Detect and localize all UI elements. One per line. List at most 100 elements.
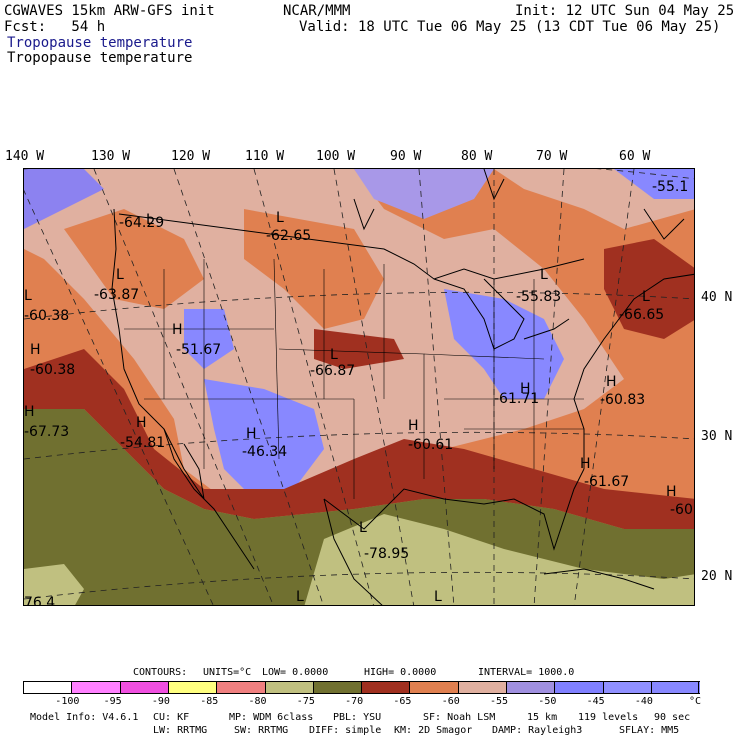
- lon-label: 100 W: [316, 149, 356, 164]
- extremum-value: -54.81: [120, 435, 165, 451]
- lon-label: 130 W: [91, 149, 131, 164]
- colorbar-swatch: [554, 681, 604, 694]
- lon-label: 80 W: [461, 149, 493, 164]
- colorbar-tick-label: -40: [634, 696, 653, 707]
- extremum-marker: L: [116, 267, 124, 283]
- footer-cu: CU: KF: [153, 712, 190, 723]
- colorbar-swatch: [119, 681, 169, 694]
- field-title-primary: Tropopause temperature: [7, 35, 193, 51]
- footer-sw: SW: RRTMG: [234, 725, 289, 736]
- colorbar-swatch: [71, 681, 121, 694]
- extremum-value: -67.73: [24, 424, 69, 440]
- colorbar-swatch: [23, 681, 72, 694]
- lon-label: 90 W: [390, 149, 422, 164]
- colorbar-tick-label: -85: [200, 696, 219, 707]
- field-band-orange: [244, 209, 384, 329]
- extremum-marker: L: [276, 210, 284, 226]
- colorbar-tick-label: -70: [345, 696, 364, 707]
- footer-levels: 119 levels: [578, 712, 639, 723]
- colorbar-swatch: [650, 681, 700, 694]
- footer-mp: MP: WDM 6class: [229, 712, 314, 723]
- footer-km: KM: 2D Smagor: [394, 725, 473, 736]
- extremum-value: -62.65: [266, 228, 311, 244]
- extremum-marker: H: [136, 415, 147, 431]
- lat-label: 40 N: [701, 290, 733, 305]
- footer-model-info: Model Info: V4.6.1: [30, 712, 139, 723]
- field-band-lightolive: [24, 564, 84, 605]
- colorbar-swatch: [216, 681, 266, 694]
- lat-label: 20 N: [701, 569, 733, 584]
- forecast-hour: Fcst: 54 h: [4, 19, 106, 35]
- field-band-blue: [204, 379, 324, 499]
- colorbar-swatch: [506, 681, 555, 694]
- extremum-value: -61.67: [584, 474, 629, 490]
- extremum-value: -60.61: [408, 437, 453, 453]
- field-title-secondary: Tropopause temperature: [7, 50, 193, 66]
- footer-diff: DIFF: simple: [309, 725, 382, 736]
- valid-time: Valid: 18 UTC Tue 06 May 25 (13 CDT Tue …: [299, 19, 721, 35]
- init-time: Init: 12 UTC Sun 04 May 25: [515, 3, 735, 19]
- extremum-marker: L: [146, 212, 154, 228]
- extremum-marker: L: [24, 288, 32, 304]
- extremum-marker: L: [434, 589, 442, 605]
- extremum-value: -51.67: [176, 342, 221, 358]
- extremum-marker: H: [30, 342, 41, 358]
- interval-label: INTERVAL= 1000.0: [478, 667, 575, 678]
- extremum-value: 76.4: [24, 595, 55, 606]
- field-band-blue: [354, 169, 494, 219]
- footer-pbl: PBL: YSU: [333, 712, 382, 723]
- extremum-marker: H: [580, 456, 591, 472]
- tropopause-temperature-map: L -64.29 L -62.65 L -63.87 L -60.38 H -51.67 H -60.…: [23, 168, 695, 606]
- low-label: LOW= 0.0000: [262, 667, 329, 678]
- extremum-marker: H: [520, 381, 531, 397]
- extremum-marker: H: [172, 322, 183, 338]
- model-title: CGWAVES 15km ARW-GFS init: [4, 3, 215, 19]
- organization-label: NCAR/MMM: [283, 3, 351, 19]
- extremum-marker: H: [408, 418, 419, 434]
- field-band-blue: [184, 309, 234, 369]
- lon-label: 140 W: [5, 149, 45, 164]
- units-label: UNITS=°C: [203, 667, 252, 678]
- extremum-value: -60.38: [30, 362, 75, 378]
- extremum-marker: H: [24, 404, 35, 420]
- lon-label: 60 W: [619, 149, 651, 164]
- colorbar-end: [698, 681, 700, 694]
- colorbar-tick-label: -45: [586, 696, 605, 707]
- extremum-marker: L: [330, 347, 338, 363]
- extremum-marker: H: [246, 426, 257, 442]
- footer-lw: LW: RRTMG: [153, 725, 208, 736]
- lon-label: 110 W: [245, 149, 285, 164]
- colorbar-tick-label: -100: [55, 696, 80, 707]
- extremum-value: -66.65: [619, 307, 664, 323]
- footer-resolution: 15 km: [527, 712, 558, 723]
- extremum-value: -55.1: [652, 179, 688, 195]
- colorbar-swatch: [167, 681, 217, 694]
- extremum-marker: L: [359, 520, 367, 536]
- latlon-grid: [24, 169, 694, 605]
- colorbar-swatch: [457, 681, 507, 694]
- colorbar-tick-label: -65: [393, 696, 412, 707]
- colorbar-swatch: [361, 681, 411, 694]
- colorbar-tick-label: -75: [296, 696, 315, 707]
- lat-label: 30 N: [701, 429, 733, 444]
- field-band-blue: [24, 169, 104, 229]
- lon-label: 70 W: [536, 149, 568, 164]
- extremum-marker: L: [642, 289, 650, 305]
- contours-label: CONTOURS:: [133, 667, 188, 678]
- colorbar-tick-label: -90: [151, 696, 170, 707]
- extremum-value: -64.29: [119, 215, 164, 231]
- lon-label: 120 W: [171, 149, 211, 164]
- colorbar-unit: °C: [689, 696, 702, 707]
- extremum-value: -55.83: [516, 289, 561, 305]
- extremum-marker: H: [606, 374, 617, 390]
- field-band-orange: [64, 209, 204, 309]
- state-borders: [124, 258, 584, 499]
- colorbar-swatch: [312, 681, 362, 694]
- colorbar-swatch: [264, 681, 314, 694]
- extremum-value: -60: [670, 502, 693, 518]
- colorbar-tick-label: -55: [490, 696, 509, 707]
- extremum-marker: H: [666, 484, 677, 500]
- field-band-darkred: [24, 349, 694, 529]
- footer-damp: DAMP: Rayleigh3: [492, 725, 583, 736]
- colorbar-tick-label: -95: [103, 696, 122, 707]
